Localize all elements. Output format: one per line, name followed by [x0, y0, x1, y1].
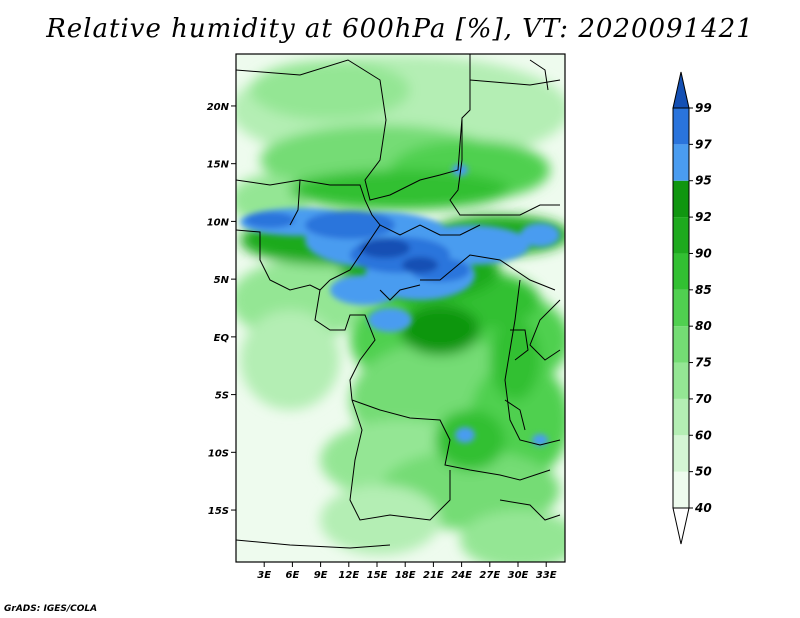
lon-tick-label: 21E: [423, 570, 444, 581]
lon-tick-label: 12E: [338, 570, 359, 581]
colorbar-frame: [672, 107, 690, 509]
colorbar-label: 90: [695, 246, 712, 260]
lat-tick-label: 5S: [215, 391, 229, 402]
colorbar-segment: [673, 326, 689, 363]
colorbar-segment: [673, 471, 689, 508]
lon-tick-label: 15E: [367, 570, 388, 581]
colorbar-segment: [673, 144, 689, 181]
colorbar-segment: [673, 108, 689, 145]
colorbar: 40 50 60 70 75 80 85 90 92 95 97 99: [672, 71, 712, 545]
colorbar-label: 75: [695, 356, 712, 370]
longitude-axis: 3E 6E 9E 12E 15E 18E 21E 24E 27E 30E 33E: [257, 562, 557, 581]
lon-tick-label: 33E: [536, 570, 557, 581]
credit-label: GrADS: IGES/COLA: [4, 604, 98, 614]
colorbar-label: 80: [695, 319, 712, 333]
lon-tick-label: 6E: [286, 570, 300, 581]
colorbar-above-arrow: [672, 71, 690, 109]
colorbar-label: 92: [695, 210, 712, 224]
colorbar-segment: [673, 180, 689, 218]
colorbar-segment: [673, 217, 689, 254]
map-title: Relative humidity at 600hPa [%], VT: 202…: [46, 14, 754, 44]
lon-tick-label: 30E: [508, 570, 529, 581]
lon-tick-label: 3E: [257, 570, 271, 581]
humidity-field: [236, 54, 565, 562]
colorbar-label: 97: [695, 137, 712, 151]
lon-tick-label: 9E: [314, 570, 328, 581]
colorbar-label: 85: [695, 283, 712, 297]
colorbar-label: 40: [694, 501, 712, 515]
colorbar-label: 95: [695, 174, 712, 188]
lat-tick-label: 15S: [208, 506, 229, 517]
humidity-map: 20N 15N 10N 5N EQ 5S 10S 15S 3E 6E 9E 12E 15E 18E 21E…: [207, 53, 712, 581]
colorbar-label: 50: [695, 465, 712, 479]
map-frame: [235, 53, 566, 563]
lat-tick-label: 10N: [207, 217, 230, 228]
lat-tick-label: 20N: [207, 102, 230, 113]
colorbar-segment: [673, 289, 689, 327]
colorbar-label: 99: [695, 101, 712, 115]
lat-tick-label: 15N: [207, 160, 230, 171]
lat-tick-label: 5N: [214, 275, 230, 286]
lat-tick-label: 10S: [208, 448, 229, 459]
lat-tick-label: EQ: [214, 333, 230, 344]
colorbar-label: 70: [695, 392, 712, 406]
country-borders: [236, 54, 561, 549]
colorbar-segment: [673, 253, 689, 290]
colorbar-below-arrow: [672, 507, 690, 545]
lon-tick-label: 24E: [451, 570, 472, 581]
colorbar-label: 60: [695, 428, 712, 442]
colorbar-segment: [673, 398, 689, 436]
latitude-axis: 20N 15N 10N 5N EQ 5S 10S 15S: [207, 102, 236, 517]
lon-tick-label: 27E: [479, 570, 500, 581]
lon-tick-label: 18E: [395, 570, 416, 581]
colorbar-segment: [673, 435, 689, 472]
colorbar-segment: [673, 362, 689, 399]
